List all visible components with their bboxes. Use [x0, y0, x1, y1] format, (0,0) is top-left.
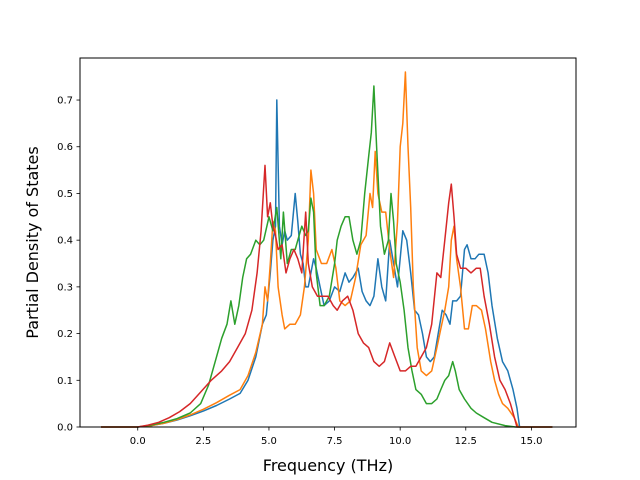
series-line-4 [101, 164, 553, 428]
y-tick-label: 0.2 [57, 329, 73, 340]
x-tick-label: 7.5 [327, 436, 343, 447]
y-tick-label: 0.0 [57, 423, 73, 434]
x-tick-label: 2.5 [195, 436, 211, 447]
series-layer [101, 71, 553, 428]
y-tick-label: 0.6 [57, 142, 73, 153]
x-tick-label: 15.0 [520, 436, 542, 447]
y-tick-label: 0.7 [57, 96, 73, 107]
plot-frame [79, 57, 577, 428]
y-tick-label: 0.5 [57, 189, 73, 200]
series-line-3 [101, 85, 553, 428]
x-tick-label: 5.0 [261, 436, 277, 447]
y-tick-label: 0.1 [57, 376, 73, 387]
series-line-2 [101, 71, 553, 428]
x-axis-label: Frequency (THz) [263, 456, 393, 475]
y-axis-label: Partial Density of States [23, 146, 42, 338]
x-tick-label: 12.5 [455, 436, 477, 447]
tick-layer: 0.0 2.5 5.0 7.5 10.0 12.5 15.0 0.0 0.1 0.2 0.3 0.4 0… [57, 96, 542, 447]
x-tick-label: 0.0 [130, 436, 146, 447]
x-tick-label: 10.0 [389, 436, 411, 447]
y-tick-label: 0.3 [57, 282, 73, 293]
y-tick-label: 0.4 [57, 236, 73, 247]
